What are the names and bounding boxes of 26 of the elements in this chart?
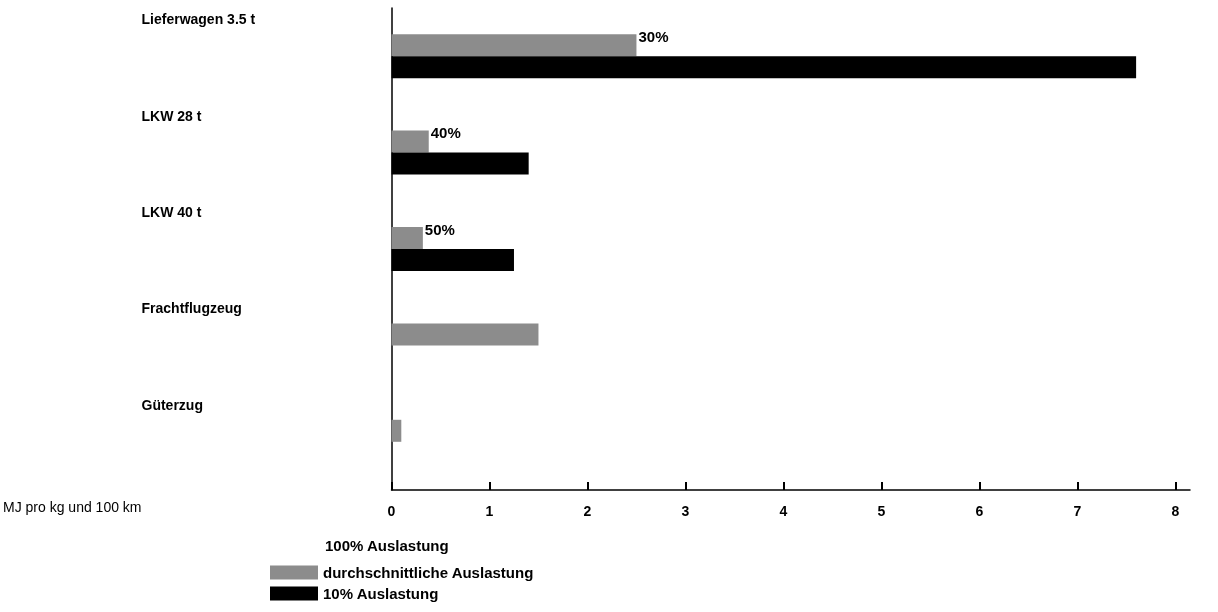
x-tick-label: 7 — [1073, 503, 1082, 519]
x-tick-label: 5 — [877, 503, 886, 519]
y-tick-label: LKW 28 t — [141, 107, 202, 124]
bar — [391, 34, 637, 57]
bar — [391, 227, 423, 249]
x-tick-label: 3 — [681, 503, 690, 519]
annotation: 50% — [424, 220, 455, 238]
y-tick-label: LKW 40 t — [141, 204, 202, 220]
y-tick-label: Güterzug — [141, 396, 203, 413]
x-tick-label: 8 — [1171, 503, 1180, 519]
annotation: 30% — [638, 27, 669, 45]
bar — [391, 323, 539, 346]
legend-label: durchschnittliche Auslastung — [323, 564, 534, 581]
y-tick-label: Lieferwagen 3.5 t — [141, 11, 256, 28]
legend-label: 10% Auslastung — [323, 585, 439, 602]
x-tick-label: 0 — [387, 503, 396, 519]
annotation: 40% — [430, 124, 461, 142]
x-tick-label: 6 — [975, 503, 984, 519]
bar — [391, 130, 429, 153]
legend-title: 100% Auslastung — [325, 537, 449, 554]
bar — [391, 419, 402, 442]
y-tick-label: Frachtflugzeug — [141, 300, 242, 317]
x-tick-label: 4 — [779, 503, 788, 519]
x-tick-label: 2 — [583, 503, 592, 519]
x-axis-title: MJ pro kg und 100 km — [2, 499, 142, 515]
x-tick-label: 1 — [485, 503, 494, 519]
